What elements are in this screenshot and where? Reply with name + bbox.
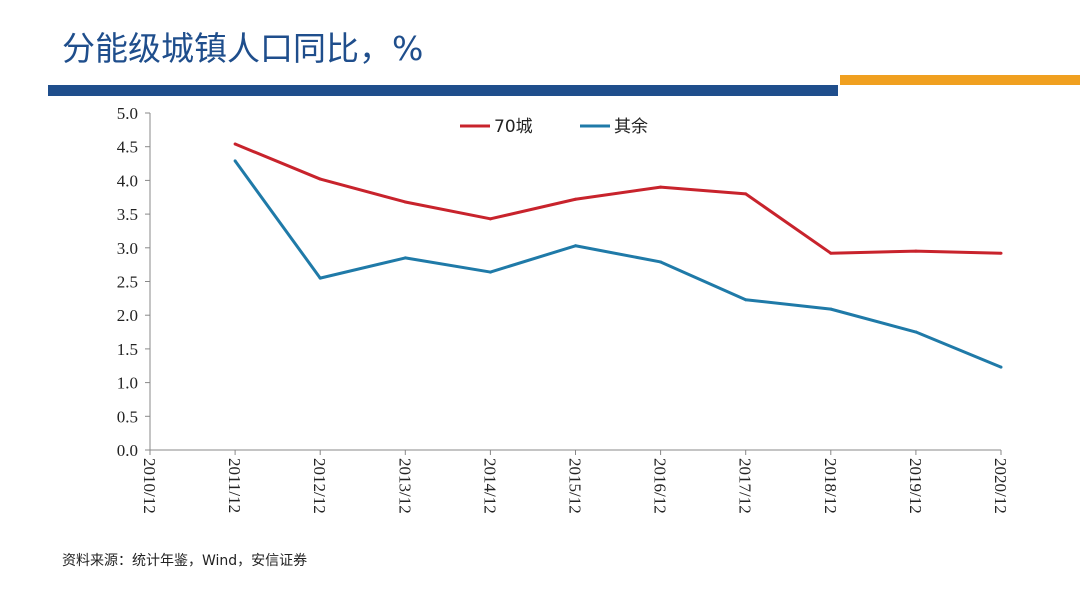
x-tick-label: 2016/12 — [651, 458, 670, 514]
data-point — [233, 142, 237, 146]
x-tick-label: 2019/12 — [906, 458, 925, 514]
y-tick-label: 2.5 — [117, 273, 138, 292]
title-divider-blue — [48, 85, 838, 96]
y-tick-label: 4.5 — [117, 138, 138, 157]
data-point — [488, 217, 492, 221]
data-point — [999, 251, 1003, 255]
y-tick-label: 2.0 — [117, 306, 138, 325]
x-tick-label: 2015/12 — [566, 458, 585, 514]
data-point — [574, 244, 577, 248]
y-tick-label: 4.0 — [117, 171, 138, 190]
data-point — [318, 177, 322, 181]
data-point — [488, 270, 492, 274]
x-tick-label: 2017/12 — [736, 458, 755, 514]
x-tick-label: 2018/12 — [821, 458, 840, 514]
y-tick-label: 5.0 — [117, 104, 138, 123]
x-tick-label: 2014/12 — [480, 458, 499, 514]
data-point — [914, 249, 918, 253]
series-line-1 — [234, 142, 1002, 255]
x-tick-label: 2011/12 — [225, 458, 244, 513]
source-note: 资料来源：统计年鉴，Wind，安信证券 — [62, 553, 308, 569]
data-point — [829, 307, 833, 311]
title-divider-orange — [840, 75, 1080, 85]
y-tick-label: 3.5 — [117, 205, 138, 224]
data-point — [574, 197, 577, 201]
data-point — [403, 200, 407, 204]
y-tick-label: 1.5 — [117, 340, 138, 359]
data-point — [829, 251, 833, 255]
y-tick-label: 0.0 — [117, 441, 138, 460]
data-point — [659, 185, 663, 189]
data-point — [659, 260, 663, 264]
y-tick-label: 0.5 — [117, 407, 138, 426]
x-tick-label: 2012/12 — [310, 458, 329, 514]
series-line-2 — [233, 159, 1002, 369]
legend-label: 其余 — [614, 117, 648, 137]
legend-label: 70城 — [494, 117, 533, 137]
data-point — [744, 192, 748, 196]
x-tick-label: 2013/12 — [395, 458, 414, 514]
data-point — [403, 256, 407, 260]
x-tick-label: 2020/12 — [991, 458, 1010, 514]
data-point — [233, 159, 237, 163]
data-point — [744, 298, 748, 302]
data-point — [914, 330, 918, 334]
data-point — [999, 365, 1003, 369]
y-tick-label: 1.0 — [117, 374, 138, 393]
x-tick-label: 2010/12 — [140, 458, 159, 514]
page-title: 分能级城镇人口同比，% — [62, 29, 424, 68]
data-point — [318, 276, 322, 280]
y-tick-label: 3.0 — [117, 239, 138, 258]
